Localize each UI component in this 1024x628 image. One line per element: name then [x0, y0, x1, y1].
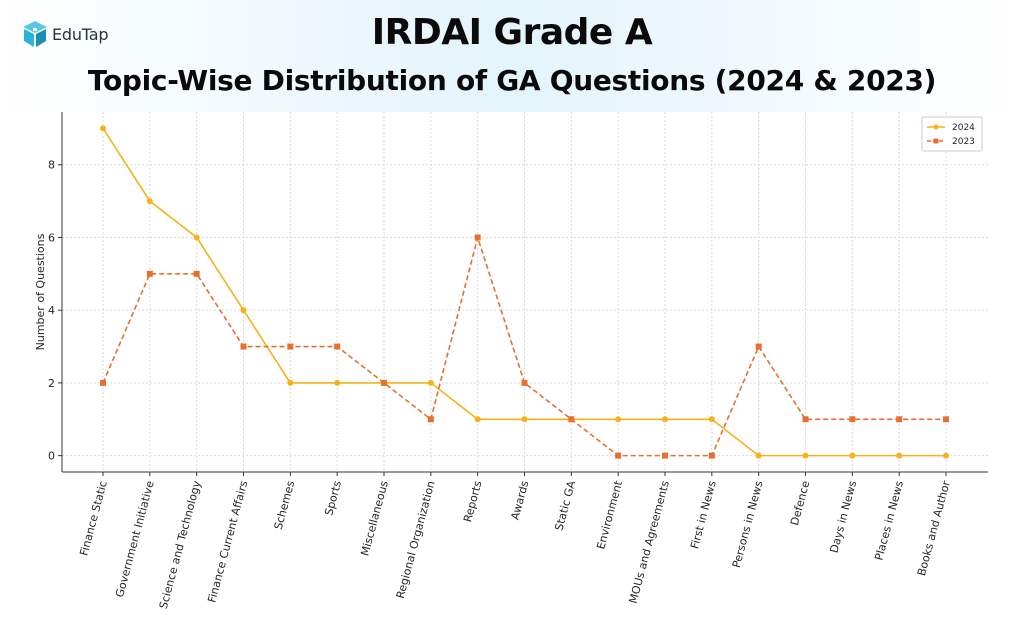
data-point-2023: [287, 343, 294, 350]
data-point-2023: [146, 270, 153, 277]
data-point-2023: [615, 452, 622, 459]
x-tick-label: Books and Author: [915, 479, 953, 577]
x-tick-label: MOUs and Agreements: [627, 479, 672, 605]
x-tick-label: Schemes: [272, 479, 298, 531]
data-point-2024: [146, 198, 153, 205]
data-point-2024: [193, 234, 200, 241]
data-point-2024: [896, 452, 903, 459]
series-line-2023: [102, 234, 946, 457]
y-axis-label: Number of Questions: [34, 233, 47, 350]
edutap-logo: EduTap: [22, 20, 108, 48]
data-point-2023: [568, 416, 575, 423]
data-point-2023: [708, 452, 715, 459]
data-point-2023: [381, 379, 387, 386]
data-point-2024: [662, 416, 668, 423]
data-point-2024: [943, 452, 949, 459]
y-tick-label: 0: [48, 450, 55, 463]
x-tick-label: Regional Organization: [394, 479, 438, 600]
series-2024: [100, 125, 949, 459]
data-point-2024: [474, 416, 481, 423]
data-point-2023: [662, 452, 668, 459]
grid: [62, 112, 988, 472]
x-tick-label: Days in News: [827, 479, 859, 554]
legend-label-2023: 2023: [952, 137, 975, 147]
legend-marker-2024: [933, 124, 939, 130]
header-band: [0, 0, 1024, 112]
brand-name: EduTap: [52, 24, 109, 44]
data-point-2023: [474, 234, 481, 241]
chart-title: IRDAI Grade A: [371, 12, 653, 53]
y-tick-label: 4: [48, 304, 55, 317]
y-tick-label: 8: [48, 159, 55, 172]
legend-marker-2023: [933, 138, 939, 144]
x-tick-label: Environment: [594, 479, 625, 551]
edutap-logo-icon: [23, 21, 47, 47]
data-point-2024: [334, 379, 341, 386]
data-point-2024: [287, 379, 294, 386]
x-tick-label: First in News: [688, 479, 719, 550]
x-tick-label: Science and Technology: [157, 479, 204, 610]
x-tick-label: Government Initiative: [113, 479, 157, 599]
x-tick-label: Miscellaneous: [358, 479, 391, 557]
data-point-2023: [896, 416, 903, 423]
data-point-2023: [802, 416, 809, 423]
data-point-2024: [521, 416, 528, 423]
x-tick-label: Reports: [461, 479, 485, 523]
legend-label-2024: 2024: [952, 123, 975, 133]
data-point-2024: [802, 452, 809, 459]
x-tick-label: Persons in News: [730, 479, 766, 569]
data-point-2023: [100, 379, 106, 386]
x-tick-label: Finance Static: [77, 479, 109, 557]
data-point-2024: [755, 452, 762, 459]
x-tick-label: Defence: [788, 479, 812, 527]
data-point-2024: [708, 416, 715, 423]
data-point-2023: [240, 343, 247, 350]
data-point-2023: [334, 343, 341, 350]
y-tick-label: 2: [48, 377, 55, 390]
data-point-2023: [521, 379, 528, 386]
series-2023: [100, 234, 949, 459]
data-point-2024: [849, 452, 856, 459]
data-point-2023: [943, 416, 949, 423]
data-point-2024: [100, 125, 106, 132]
data-point-2023: [755, 343, 762, 350]
data-point-2024: [240, 307, 247, 314]
data-point-2024: [615, 416, 622, 423]
legend: 2024 2023: [921, 116, 983, 152]
data-point-2024: [427, 379, 434, 386]
x-tick-label: Finance Current Affairs: [205, 479, 250, 604]
x-tick-label: Static GA: [552, 479, 578, 532]
data-point-2023: [193, 270, 200, 277]
data-point-2023: [849, 416, 856, 423]
x-tick-label: Sports: [322, 479, 344, 517]
x-tick-label: Places in News: [872, 479, 906, 562]
y-tick-label: 6: [48, 231, 55, 244]
chart-subtitle: Topic-Wise Distribution of GA Questions …: [87, 64, 937, 97]
data-point-2023: [427, 416, 434, 423]
x-tick-label: Awards: [509, 479, 532, 521]
